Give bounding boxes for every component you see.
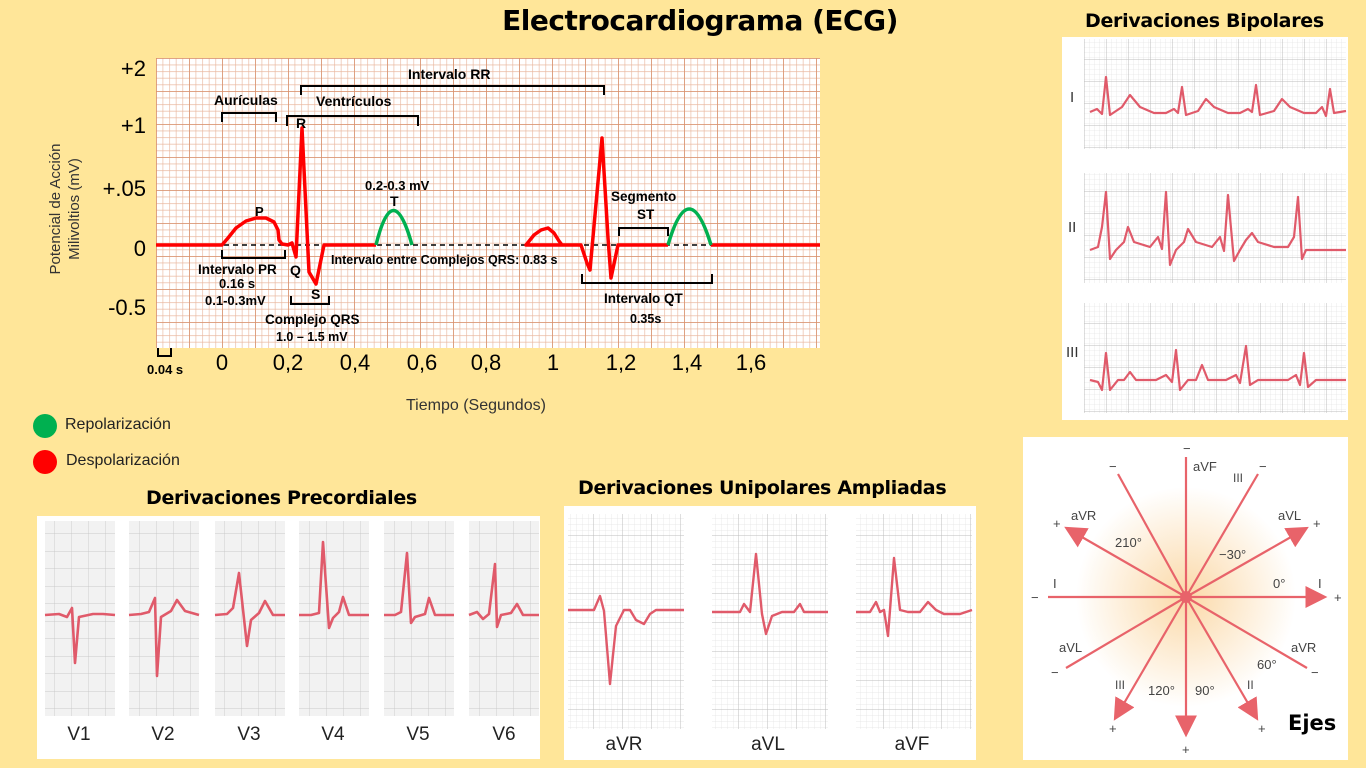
annotation-t-amp: 0.2-0.3 mV (365, 178, 430, 193)
axis-label-ii-pos: II (1247, 678, 1254, 692)
annotation-ventriculos: Ventrículos (316, 93, 392, 109)
precordial-lead-label: V3 (237, 724, 261, 745)
precordial-title: Derivaciones Precordiales (146, 487, 417, 509)
annotation-q: Q (290, 262, 301, 278)
ecg-chart (156, 58, 820, 348)
y-tick: +.05 (102, 176, 146, 201)
x-tick: 1 (546, 350, 560, 375)
annotation-qt-time: 0.35s (630, 312, 662, 326)
svg-text:−: − (1183, 441, 1191, 456)
bipolar-title: Derivaciones Bipolares (1085, 10, 1324, 32)
annotation-auriculas: Aurículas (214, 92, 278, 108)
svg-text:+: + (1258, 721, 1266, 736)
y-tick: +1 (120, 113, 146, 138)
unipolar-title: Derivaciones Unipolares Ampliadas (578, 477, 947, 499)
x-tick: 0,8 (470, 350, 502, 375)
legend-repolarization-dot (33, 414, 57, 438)
annotation-qrs-label: Complejo QRS (265, 312, 360, 327)
axis-label-0: 0° (1273, 576, 1286, 591)
x-tick: 0 (215, 350, 229, 375)
axis-label-i-pos: I (1318, 576, 1322, 591)
x-axis-label: Tiempo (Segundos) (406, 397, 546, 414)
axis-label-avl-neg: aVL (1059, 640, 1083, 655)
axis-label-210: 210° (1115, 535, 1142, 550)
bipolar-lead-label: I (1070, 89, 1075, 106)
axis-label-iii-neg: III (1233, 471, 1244, 485)
x-tick: 1,4 (671, 350, 703, 375)
x-tick: 1,6 (735, 350, 767, 375)
bipolar-lead-label: II (1068, 219, 1077, 236)
annotation-t: T (390, 193, 399, 209)
svg-text:−: − (1051, 665, 1059, 680)
x-tick: 0,2 (272, 350, 304, 375)
y-tick: +2 (120, 56, 146, 81)
annotation-st-label2: ST (637, 207, 655, 222)
axis-label-90: 90° (1195, 683, 1215, 698)
axis-label-avf: aVF (1193, 459, 1217, 474)
bipolar-panel: I II III (1062, 37, 1348, 420)
svg-text:−: − (1311, 665, 1319, 680)
axis-label-avr-neg: aVR (1291, 640, 1317, 655)
scale-marker-label: 0.04 s (147, 362, 184, 377)
hexaxial-diagram: − − − + + − + − − + + + (1031, 441, 1342, 757)
unipolar-lead-label: aVR (605, 734, 643, 755)
axis-label-120: 120° (1148, 683, 1175, 698)
axis-label-iii-pos: III (1115, 678, 1126, 692)
page-title: Electrocardiograma (ECG) (502, 4, 898, 37)
annotation-r: R (296, 115, 307, 131)
svg-text:+: + (1313, 516, 1321, 531)
precordial-lead-label: V6 (492, 724, 516, 745)
annotation-qrs-amp: 1.0 – 1.5 mV (276, 330, 348, 344)
axis-label-60: 60° (1257, 657, 1277, 672)
unipolar-lead-label: aVL (751, 734, 785, 755)
legend-depolarization-dot (33, 450, 57, 474)
svg-text:+: + (1182, 742, 1190, 757)
y-axis-label-line1: Potencial de Acción (47, 143, 64, 275)
annotation-s: S (311, 286, 321, 302)
annotation-qt-label: Intervalo QT (604, 291, 683, 306)
svg-text:−: − (1031, 590, 1039, 605)
y-axis-label: Potencial de Acción Milivoltios (mV) (30, 75, 100, 335)
annotation-pr-label: Intervalo PR (198, 262, 277, 277)
annotation-pr-time: 0.16 s (219, 276, 256, 291)
unipolar-traces (568, 514, 973, 729)
precordial-lead-label: V1 (67, 724, 91, 745)
svg-text:−: − (1259, 459, 1267, 474)
precordial-lead-label: V2 (151, 724, 175, 745)
svg-text:+: + (1053, 516, 1061, 531)
svg-text:+: + (1109, 721, 1117, 736)
axis-label-avl-pos: aVL (1278, 508, 1302, 523)
y-tick: -0.5 (108, 295, 146, 320)
x-tick: 0,4 (339, 350, 371, 375)
y-axis-label-line2: Milivoltios (mV) (66, 158, 83, 260)
annotation-pr-amp: 0.1-0.3mV (205, 293, 266, 308)
unipolar-lead-label: aVF (894, 734, 930, 755)
axis-label-i-neg: I (1053, 576, 1057, 591)
annotation-p: P (255, 204, 264, 219)
precordial-panel: V1 V2 V3 V4 V5 V6 (37, 516, 540, 759)
x-tick: 0,6 (406, 350, 438, 375)
axes-panel: − − − + + − + − − + + + aVF III aVR aVL … (1023, 437, 1348, 760)
legend-repolarization-label: Repolarización (65, 416, 171, 433)
y-tick: 0 (133, 236, 146, 261)
precordial-traces (44, 521, 539, 716)
bipolar-traces (1084, 39, 1347, 413)
x-tick: 1,2 (605, 350, 637, 375)
svg-text:+: + (1334, 590, 1342, 605)
annotation-intervalo-rr: Intervalo RR (408, 66, 491, 82)
annotation-st-label: Segmento (611, 189, 677, 204)
precordial-lead-label: V5 (406, 724, 430, 745)
axis-label-avr-pos: aVR (1071, 508, 1097, 523)
axes-title: Ejes (1288, 711, 1337, 735)
unipolar-panel: aVR aVL aVF (564, 506, 976, 760)
scale-bracket (157, 348, 172, 357)
axis-label-m30: −30° (1219, 547, 1247, 562)
legend-depolarization-label: Despolarización (66, 452, 180, 469)
bipolar-lead-label: III (1066, 344, 1079, 361)
annotation-inter-qrs: Intervalo entre Complejos QRS: 0.83 s (331, 253, 558, 267)
svg-text:−: − (1109, 459, 1117, 474)
precordial-lead-label: V4 (321, 724, 345, 745)
